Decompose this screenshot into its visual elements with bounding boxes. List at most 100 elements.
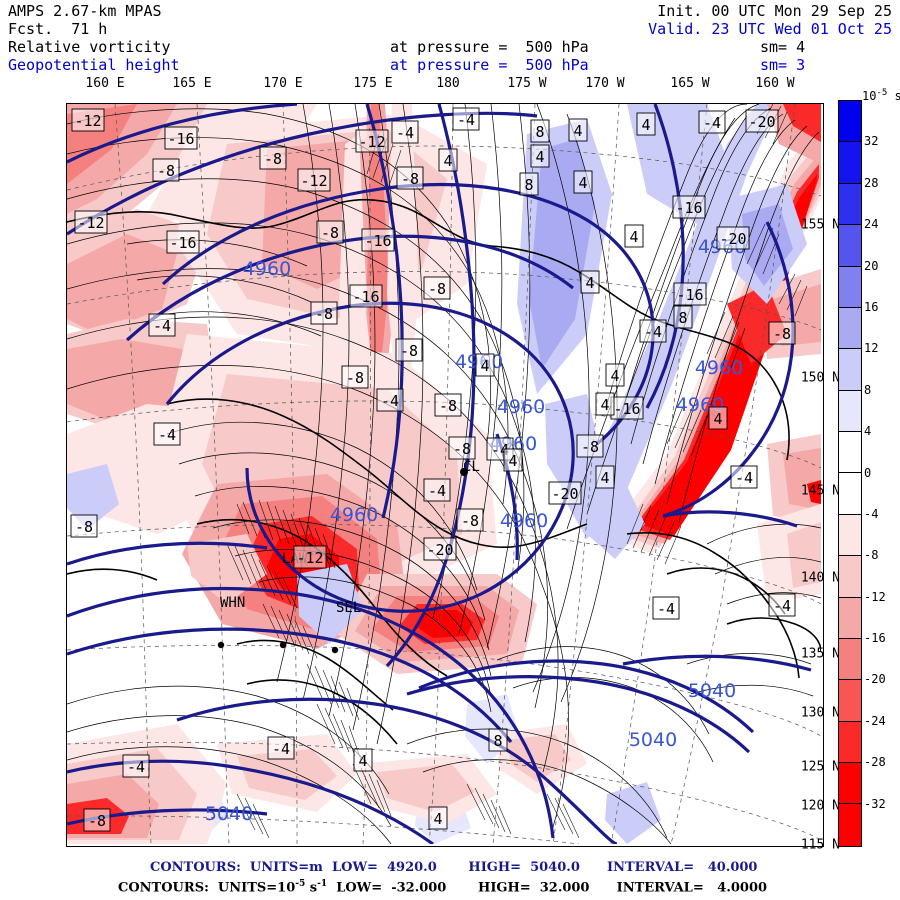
colorbar-band — [839, 142, 861, 184]
svg-text:-12: -12 — [296, 549, 323, 567]
contour-label: -16 — [349, 284, 383, 308]
colorbar-tick: 12 — [864, 341, 879, 356]
contour-label: -20 — [423, 537, 457, 561]
contour-label: 4 — [573, 170, 593, 194]
colorbar-tick: 32 — [864, 134, 879, 149]
init-time: Init. 00 UTC Mon 29 Sep 25 — [657, 2, 892, 20]
contour-label: -8 — [310, 301, 338, 325]
contour-label: -12 — [293, 545, 327, 569]
svg-text:-8: -8 — [461, 512, 479, 530]
contour-label: 4 — [438, 148, 458, 172]
contour-label: 4 — [624, 224, 644, 248]
svg-text:-20: -20 — [719, 230, 746, 248]
chart-footer: CONTOURS: UNITS=m LOW= 4920.0 HIGH= 5040… — [0, 858, 900, 900]
contour-label: 4 — [475, 353, 495, 377]
colorbar-band — [839, 349, 861, 391]
colorbar-tick-labels: 32 28 24 20 16 12 8 4 0 -4 -8 -12 -16 -20 -24 -28 -32 — [862, 100, 900, 860]
contour-label: 8 — [519, 172, 539, 196]
height-contour-label: 5040 — [688, 680, 736, 702]
svg-text:8: 8 — [524, 176, 533, 194]
colorbar-band — [839, 680, 861, 722]
svg-text:-16: -16 — [675, 199, 702, 217]
height-contour-label: 5040 — [205, 803, 253, 825]
svg-text:-8: -8 — [773, 325, 791, 343]
longitude-axis: 160 E 165 E 170 E 175 E 180 175 W 170 W 165 W 16… — [0, 76, 900, 96]
svg-text:-4: -4 — [381, 392, 399, 410]
svg-text:-4: -4 — [644, 323, 662, 341]
svg-text:4: 4 — [358, 752, 367, 770]
svg-text:-16: -16 — [364, 232, 391, 250]
height-contour-label: 4960 — [500, 510, 548, 532]
lat-tick-label: 120 N — [800, 798, 840, 814]
contour-label: -16 — [673, 282, 707, 306]
contour-label: -8 — [448, 436, 476, 460]
colorbar-band — [839, 225, 861, 267]
contour-label: -8 — [423, 276, 451, 300]
vorticity-contour-info: CONTOURS: UNITS=10-5 s-1 LOW= -32.000 HI… — [118, 879, 768, 896]
colorbar-tick: -20 — [864, 672, 886, 687]
svg-text:4: 4 — [641, 116, 650, 134]
contour-label: -4 — [768, 593, 796, 617]
colorbar-band — [839, 514, 861, 557]
contour-label: -8 — [576, 434, 604, 458]
svg-text:-8: -8 — [321, 224, 339, 242]
contour-label: 4 — [605, 363, 625, 387]
colorbar-band — [839, 266, 861, 308]
svg-text:4: 4 — [610, 367, 619, 385]
lon-tick-label: 165 E — [172, 76, 212, 91]
graticule — [67, 104, 821, 844]
contour-label: -16 — [166, 230, 200, 254]
contour-label: -8 — [395, 338, 423, 362]
primary-field-name: Relative vorticity — [8, 38, 171, 56]
contour-label: -4 — [267, 736, 295, 760]
lat-tick-label: 130 N — [800, 705, 840, 721]
colorbar-band — [839, 556, 861, 598]
contour-label: 8 — [530, 119, 550, 143]
colorbar[interactable] — [838, 100, 862, 847]
contour-label: -20 — [745, 109, 779, 133]
lon-tick-label: 165 W — [670, 76, 710, 91]
svg-text:4: 4 — [443, 152, 452, 170]
colorbar-tick: -16 — [864, 631, 886, 646]
svg-text:-4: -4 — [272, 740, 290, 758]
colorbar-band — [839, 183, 861, 226]
contour-label: -20 — [716, 226, 750, 250]
lat-tick-label: 135 N — [800, 646, 840, 662]
height-contour-label: 5040 — [629, 729, 677, 751]
contour-label: -4 — [423, 478, 451, 502]
svg-text:-16: -16 — [169, 234, 196, 252]
svg-text:-16: -16 — [167, 130, 194, 148]
contour-label: -4 — [639, 319, 667, 343]
lon-tick-label: 170 E — [263, 76, 303, 91]
model-title: AMPS 2.67-km MPAS — [8, 2, 162, 20]
contour-label: -16 — [164, 126, 198, 150]
contour-label: 8 — [673, 305, 693, 329]
lon-tick-label: 170 W — [585, 76, 625, 91]
lon-tick-label: 180 — [436, 76, 460, 91]
contour-label: -8 — [316, 220, 344, 244]
svg-text:-12: -12 — [358, 133, 385, 151]
map-panel[interactable]: LAWWHNSELCL 4960496049604960496049604960… — [66, 103, 824, 847]
primary-smoothing: sm= 4 — [760, 38, 806, 56]
contour-label: -16 — [672, 195, 706, 219]
contour-label: -8 — [341, 365, 369, 389]
colorbar-band — [839, 432, 861, 474]
svg-text:8: 8 — [535, 123, 544, 141]
lon-tick-label: 160 W — [755, 76, 795, 91]
svg-text:-20: -20 — [426, 541, 453, 559]
svg-text:-8: -8 — [439, 397, 457, 415]
contour-label: -8 — [70, 514, 98, 538]
colorbar-band — [839, 473, 861, 515]
svg-text:4: 4 — [535, 148, 544, 166]
contour-label: -8 — [434, 393, 462, 417]
colorbar-tick: 16 — [864, 299, 879, 314]
colorbar-tick: -12 — [864, 589, 886, 604]
svg-text:-16: -16 — [613, 400, 640, 418]
contour-label: 4 — [353, 748, 373, 772]
colorbar-band — [839, 763, 861, 805]
svg-text:-16: -16 — [676, 286, 703, 304]
contour-label: -4 — [153, 422, 181, 446]
svg-text:-8: -8 — [88, 812, 106, 830]
secondary-pressure-level: at pressure = 500 hPa — [390, 56, 589, 74]
contour-label: -4 — [652, 596, 680, 620]
